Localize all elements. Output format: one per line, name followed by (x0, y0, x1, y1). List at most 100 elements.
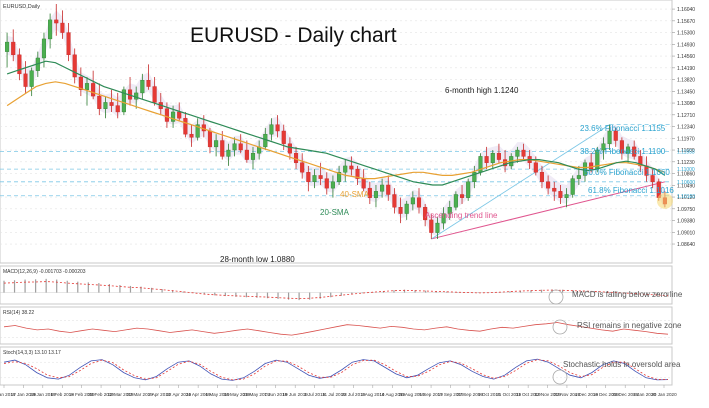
candle-body (72, 54, 77, 78)
x-tick-label: 4 Dec 2019 (575, 392, 599, 397)
x-tick-label: 17 Sep 2019 (437, 392, 464, 397)
x-tick-label: 16 Dec 2019 (593, 392, 619, 397)
x-tick-label: 24 Apr 2019 (186, 392, 211, 397)
y-tick-label: 1.13450 (677, 89, 695, 95)
annotation-sma40: 40-SMA (340, 190, 370, 199)
y-tick-label: 1.09010 (677, 230, 695, 236)
candle-body (293, 153, 299, 163)
x-tick-label: 5 Sep 2019 (419, 392, 443, 397)
chart-title: EURUSD - Daily chart (190, 24, 397, 47)
candle-body (398, 206, 403, 214)
candle-body (386, 184, 391, 195)
candle-body (306, 172, 311, 182)
candle-body (546, 181, 551, 189)
y-tick-label: 1.10490 (677, 183, 695, 189)
candle-body (441, 213, 446, 224)
candle-body (619, 140, 624, 154)
macd-highlight (548, 289, 564, 305)
candle-body (330, 181, 335, 189)
x-tick-label: 1 Jul 2019 (304, 392, 326, 397)
candle-body (484, 156, 489, 163)
macd-panel-frame (0, 265, 673, 305)
y-tick-label: 1.12710 (677, 113, 695, 119)
candle-body (355, 168, 360, 179)
candle-body (638, 156, 643, 167)
candle-body (238, 143, 243, 151)
candle-body (177, 111, 182, 119)
candle-body (570, 178, 575, 195)
x-tick-label: 21 Oct 2019 (496, 392, 521, 397)
candle-body (318, 175, 323, 179)
x-tick-label: 4 Jan 2019 (0, 392, 16, 397)
x-tick-label: 20 Jan 2020 (651, 392, 677, 397)
fib-label-500: 50.0% Fibonacci 1.1060 (584, 168, 670, 177)
candle-body (632, 146, 637, 157)
candle-body (423, 206, 428, 221)
candle-body (392, 194, 397, 208)
candle-body (539, 172, 545, 182)
y-tick-label: 1.14190 (677, 66, 695, 72)
candle-body (459, 194, 465, 198)
candle-body (324, 178, 329, 189)
y-tick-label: 1.16040 (677, 7, 695, 13)
candle-body (564, 194, 569, 198)
candle-body (171, 111, 176, 122)
y-tick-label: 1.09750 (677, 207, 695, 213)
last-price-highlight (656, 192, 673, 209)
candle-body (576, 175, 581, 179)
y-tick-label: 1.08640 (677, 242, 695, 248)
candle-body (361, 178, 366, 189)
x-tick-label: 17 Jan 2019 (11, 392, 37, 397)
candle-body (625, 146, 631, 154)
candle-body (589, 162, 594, 170)
annotation-28-month-low: 28-month low 1.0880 (220, 255, 295, 264)
y-tick-label: 1.14930 (677, 42, 695, 48)
candle-body (134, 92, 139, 100)
candle-body (552, 187, 557, 192)
candle-body (269, 124, 274, 135)
stoch-note: Stochastic holds in oversold area (563, 360, 681, 369)
ascending-trend-line (431, 181, 666, 240)
stoch-label: Stoch(14,3,3) 13.10 13.17 (3, 350, 61, 356)
candle-body (447, 206, 452, 214)
x-tick-label: 12 Apr 2019 (166, 392, 191, 397)
x-tick-label: 22 Mar 2019 (127, 392, 153, 397)
candle-body (97, 95, 102, 109)
candle-body (496, 153, 501, 160)
candle-body (533, 162, 538, 173)
x-tick-label: 9 Oct 2019 (478, 392, 501, 397)
candle-body (650, 175, 655, 182)
y-tick-label: 1.15670 (677, 19, 695, 25)
x-tick-label: 8 Jan 2020 (633, 392, 656, 397)
macd-note: MACD is falling below zero line (572, 290, 683, 299)
candle-body (281, 130, 286, 144)
annotation-sma20: 20-SMA (320, 208, 350, 217)
y-tick-label: 1.13820 (677, 78, 695, 84)
candle-body (343, 165, 348, 173)
x-tick-label: 12 Mar 2019 (108, 392, 134, 397)
x-tick-label: 27 Sep 2019 (457, 392, 484, 397)
x-tick-label: 26 Aug 2019 (399, 392, 425, 397)
y-tick-label: 1.11600 (677, 148, 695, 154)
candle-body (207, 130, 213, 148)
y-tick-label: 1.14560 (677, 54, 695, 60)
candle-body (189, 133, 194, 138)
candle-body (490, 153, 495, 163)
annotation-trend-line: Ascending trend line (425, 211, 498, 220)
candle-body (466, 181, 471, 198)
x-tick-label: 22 Nov 2019 (554, 392, 580, 397)
y-tick-label: 1.10120 (677, 195, 695, 201)
candle-body (23, 73, 28, 87)
rsi-line (3, 322, 669, 336)
candle-body (558, 191, 563, 198)
candle-body (472, 172, 477, 182)
candle-body (429, 219, 434, 233)
x-tick-label: 16 May 2019 (224, 392, 251, 397)
x-tick-label: 2 Aug 2019 (361, 392, 385, 397)
fib-label-236: 23.6% Fibonacci 1.1155 (580, 124, 666, 133)
candle-body (521, 149, 526, 157)
fib-axis-label: 1.11000 (677, 167, 695, 173)
candle-body (41, 38, 47, 59)
x-tick-label: 19 Jun 2019 (283, 392, 309, 397)
rsi-highlight (552, 319, 568, 335)
